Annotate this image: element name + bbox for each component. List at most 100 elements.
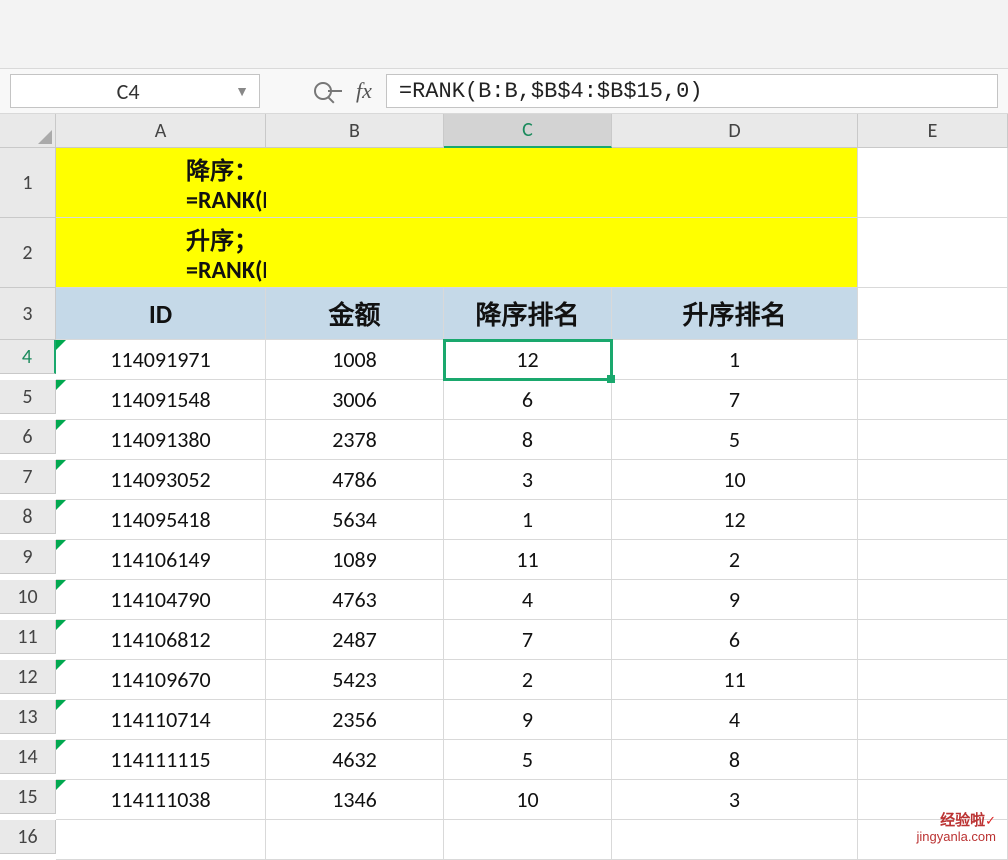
cell-E4[interactable] xyxy=(858,340,1008,380)
cell-A11[interactable]: 114106812 xyxy=(56,620,266,660)
header-desc-rank[interactable]: 降序排名 xyxy=(444,288,612,340)
cell-A9[interactable]: 114106149 xyxy=(56,540,266,580)
chevron-down-icon[interactable]: ▼ xyxy=(235,83,249,99)
cell-E8[interactable] xyxy=(858,500,1008,540)
fx-icon[interactable]: fx xyxy=(356,78,372,104)
row-header-4[interactable]: 4 xyxy=(0,340,56,374)
cell-B12[interactable]: 5423 xyxy=(266,660,444,700)
row-header-5[interactable]: 5 xyxy=(0,380,56,414)
cell-A14[interactable]: 114111115 xyxy=(56,740,266,780)
cell-E5[interactable] xyxy=(858,380,1008,420)
cell-D9[interactable]: 2 xyxy=(612,540,858,580)
col-header-B[interactable]: B xyxy=(266,114,444,148)
cell-D7[interactable]: 10 xyxy=(612,460,858,500)
col-header-D[interactable]: D xyxy=(612,114,858,148)
cell-E10[interactable] xyxy=(858,580,1008,620)
cell-B11[interactable]: 2487 xyxy=(266,620,444,660)
cell-B13[interactable]: 2356 xyxy=(266,700,444,740)
cell-D10[interactable]: 9 xyxy=(612,580,858,620)
banner-row-1d[interactable] xyxy=(612,148,858,218)
row-header-14[interactable]: 14 xyxy=(0,740,56,774)
banner-row-2[interactable]: 升序；=RANK(B:B,$B$4:$B$15,1) xyxy=(56,218,266,288)
header-ID[interactable]: ID xyxy=(56,288,266,340)
cell-D16[interactable] xyxy=(612,820,858,860)
row-header-11[interactable]: 11 xyxy=(0,620,56,654)
cell-D11[interactable]: 6 xyxy=(612,620,858,660)
header-asc-rank[interactable]: 升序排名 xyxy=(612,288,858,340)
cell-B15[interactable]: 1346 xyxy=(266,780,444,820)
cell-A6[interactable]: 114091380 xyxy=(56,420,266,460)
cell-C9[interactable]: 11 xyxy=(444,540,612,580)
cell-C8[interactable]: 1 xyxy=(444,500,612,540)
cell-E9[interactable] xyxy=(858,540,1008,580)
cell-E6[interactable] xyxy=(858,420,1008,460)
cell-E13[interactable] xyxy=(858,700,1008,740)
cell-C15[interactable]: 10 xyxy=(444,780,612,820)
cell-C13[interactable]: 9 xyxy=(444,700,612,740)
formula-input[interactable]: =RANK(B:B,$B$4:$B$15,0) xyxy=(386,74,998,108)
cell-D12[interactable]: 11 xyxy=(612,660,858,700)
cell-A5[interactable]: 114091548 xyxy=(56,380,266,420)
row-header-9[interactable]: 9 xyxy=(0,540,56,574)
banner-row-2b[interactable] xyxy=(266,218,444,288)
cell-A16[interactable] xyxy=(56,820,266,860)
cell-C4[interactable]: 12 xyxy=(444,340,612,380)
cell-C11[interactable]: 7 xyxy=(444,620,612,660)
row-header-12[interactable]: 12 xyxy=(0,660,56,694)
cell-C6[interactable]: 8 xyxy=(444,420,612,460)
cell-B7[interactable]: 4786 xyxy=(266,460,444,500)
select-all-corner[interactable] xyxy=(0,114,56,148)
cell-D4[interactable]: 1 xyxy=(612,340,858,380)
cell-E12[interactable] xyxy=(858,660,1008,700)
row-header-8[interactable]: 8 xyxy=(0,500,56,534)
row-header-15[interactable]: 15 xyxy=(0,780,56,814)
cell-D6[interactable]: 5 xyxy=(612,420,858,460)
banner-row-2d[interactable] xyxy=(612,218,858,288)
cell-B16[interactable] xyxy=(266,820,444,860)
cell-D14[interactable]: 8 xyxy=(612,740,858,780)
banner-row-1c[interactable] xyxy=(444,148,612,218)
cell-C16[interactable] xyxy=(444,820,612,860)
row-header-3[interactable]: 3 xyxy=(0,288,56,340)
cell-E14[interactable] xyxy=(858,740,1008,780)
banner-row-1b[interactable] xyxy=(266,148,444,218)
col-header-E[interactable]: E xyxy=(858,114,1008,148)
cell-C12[interactable]: 2 xyxy=(444,660,612,700)
cell-A4[interactable]: 114091971 xyxy=(56,340,266,380)
cell-D8[interactable]: 12 xyxy=(612,500,858,540)
banner-row-2c[interactable] xyxy=(444,218,612,288)
cell-C10[interactable]: 4 xyxy=(444,580,612,620)
cell-E2[interactable] xyxy=(858,218,1008,288)
cell-A8[interactable]: 114095418 xyxy=(56,500,266,540)
cell-A7[interactable]: 114093052 xyxy=(56,460,266,500)
cell-B14[interactable]: 4632 xyxy=(266,740,444,780)
cell-D5[interactable]: 7 xyxy=(612,380,858,420)
cell-C14[interactable]: 5 xyxy=(444,740,612,780)
cell-D15[interactable]: 3 xyxy=(612,780,858,820)
cell-D13[interactable]: 4 xyxy=(612,700,858,740)
name-box[interactable]: C4 ▼ xyxy=(10,74,260,108)
cell-E11[interactable] xyxy=(858,620,1008,660)
row-header-16[interactable]: 16 xyxy=(0,820,56,854)
col-header-C[interactable]: C xyxy=(444,114,612,148)
cell-B9[interactable]: 1089 xyxy=(266,540,444,580)
banner-row-1[interactable]: 降序：=RANK(B:B,$B$4:$B$15,0) xyxy=(56,148,266,218)
row-header-2[interactable]: 2 xyxy=(0,218,56,288)
col-header-A[interactable]: A xyxy=(56,114,266,148)
cell-B10[interactable]: 4763 xyxy=(266,580,444,620)
cell-B5[interactable]: 3006 xyxy=(266,380,444,420)
cell-A10[interactable]: 114104790 xyxy=(56,580,266,620)
cell-A12[interactable]: 114109670 xyxy=(56,660,266,700)
spreadsheet-grid[interactable]: A B C D E 1 降序：=RANK(B:B,$B$4:$B$15,0) 2… xyxy=(0,114,1008,860)
cell-C5[interactable]: 6 xyxy=(444,380,612,420)
cell-E1[interactable] xyxy=(858,148,1008,218)
row-header-6[interactable]: 6 xyxy=(0,420,56,454)
header-amount[interactable]: 金额 xyxy=(266,288,444,340)
cell-B6[interactable]: 2378 xyxy=(266,420,444,460)
row-header-1[interactable]: 1 xyxy=(0,148,56,218)
row-header-7[interactable]: 7 xyxy=(0,460,56,494)
cell-A13[interactable]: 114110714 xyxy=(56,700,266,740)
row-header-10[interactable]: 10 xyxy=(0,580,56,614)
row-header-13[interactable]: 13 xyxy=(0,700,56,734)
zoom-out-icon[interactable] xyxy=(314,82,342,100)
